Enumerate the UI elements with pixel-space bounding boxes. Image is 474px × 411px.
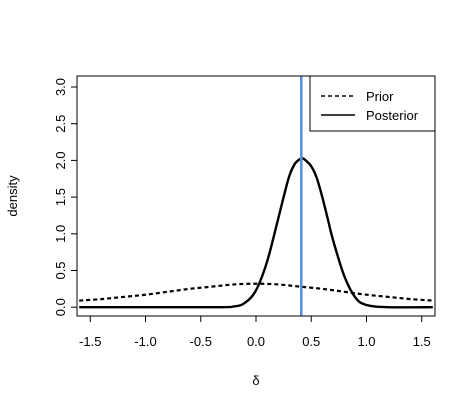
y-tick-label: 3.0 — [53, 78, 68, 96]
x-axis-title: δ — [252, 373, 259, 388]
x-tick-label: 1.0 — [357, 334, 375, 349]
legend-label-prior: Prior — [366, 89, 394, 104]
x-tick-label: 0.0 — [247, 334, 265, 349]
legend: Prior Posterior — [309, 75, 436, 132]
x-tick-label: -0.5 — [190, 334, 212, 349]
y-tick-label: 0.0 — [53, 298, 68, 316]
x-tick-label: -1.0 — [134, 334, 156, 349]
y-tick-label: 2.0 — [53, 151, 68, 169]
y-tick-label: 2.5 — [53, 115, 68, 133]
legend-label-posterior: Posterior — [366, 108, 419, 123]
x-tick-label: -1.5 — [79, 334, 101, 349]
y-tick-label: 1.5 — [53, 188, 68, 206]
y-tick-label: 0.5 — [53, 261, 68, 279]
x-axis: -1.5 -1.0 -0.5 0.0 0.5 1.0 1.5 — [79, 316, 431, 349]
prior-curve — [79, 282, 433, 302]
y-axis-title: density — [5, 175, 20, 217]
legend-box — [309, 75, 436, 132]
x-tick-label: 0.5 — [302, 334, 320, 349]
y-tick-label: 1.0 — [53, 225, 68, 243]
y-axis: 0.0 0.5 1.0 1.5 2.0 2.5 3.0 — [53, 78, 77, 316]
x-tick-label: 1.5 — [413, 334, 431, 349]
